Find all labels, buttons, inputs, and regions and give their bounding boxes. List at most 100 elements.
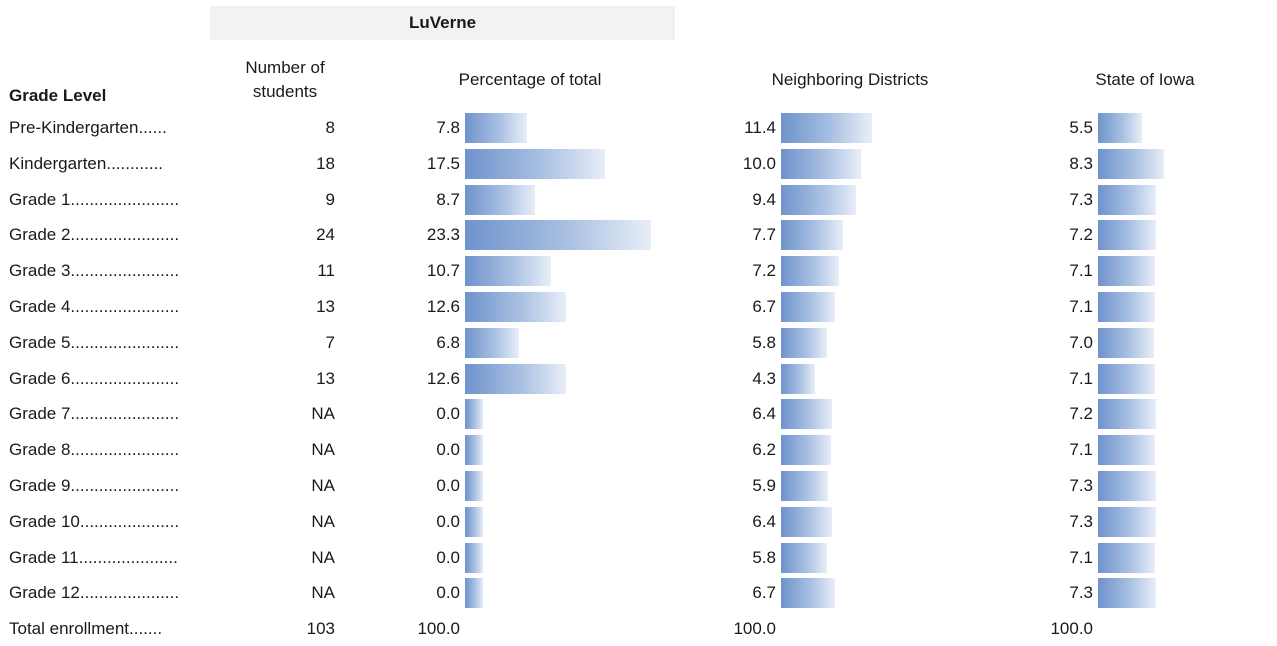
percent-value: 23.3 <box>426 225 460 245</box>
neighbor-value: 6.7 <box>752 297 776 316</box>
percent-value: 0.0 <box>436 404 460 424</box>
neighbor-value: 6.2 <box>752 440 776 460</box>
percent-bar <box>465 256 551 287</box>
neighbor-value: 7.7 <box>752 225 776 245</box>
row-label: Grade 8....................... <box>9 440 180 460</box>
row-label: Grade 2....................... <box>9 225 180 245</box>
row-label: Kindergarten............ <box>9 153 164 173</box>
row-label: Grade 5....................... <box>9 332 180 352</box>
students-value: NA <box>311 583 335 603</box>
percent-value: 0.0 <box>436 547 460 567</box>
percent-bar <box>465 399 483 430</box>
percent-value: 0.0 <box>436 440 460 460</box>
neighbor-value: 5.8 <box>752 547 776 567</box>
neighbor-bar <box>781 363 816 394</box>
state-value: 7.1 <box>1069 547 1093 567</box>
neighbor-value: 7.2 <box>752 261 776 281</box>
neighbor-value: 5.9 <box>752 476 776 495</box>
neighbor-bar <box>781 292 835 322</box>
percent-bar <box>465 471 483 501</box>
neighbor-bar <box>781 113 873 143</box>
row-label: Grade 11..................... <box>9 547 178 567</box>
total-label: Total enrollment....... <box>9 619 163 639</box>
grade-level-header: Grade Level <box>9 86 107 105</box>
neighbor-value: 6.4 <box>752 404 776 424</box>
percent-value: 12.6 <box>426 368 460 388</box>
students-value: 9 <box>325 189 335 209</box>
state-bar <box>1098 399 1156 430</box>
students-value: 8 <box>325 118 335 137</box>
neighbor-bar <box>781 256 839 287</box>
neighbor-value: 6.4 <box>752 511 776 531</box>
state-bar <box>1098 220 1156 251</box>
neighbor-bar <box>781 220 843 251</box>
state-bar <box>1098 292 1155 322</box>
state-value: 7.3 <box>1069 511 1093 531</box>
row-label: Grade 6....................... <box>9 368 180 388</box>
percent-value: 17.5 <box>426 153 460 173</box>
state-value: 7.2 <box>1069 404 1093 424</box>
state-value: 7.1 <box>1069 440 1093 460</box>
row-label: Grade 4....................... <box>9 297 180 316</box>
state-bar <box>1098 327 1154 358</box>
state-value: 7.3 <box>1069 476 1093 495</box>
state-value: 7.3 <box>1069 583 1093 603</box>
students-value: 13 <box>316 297 335 316</box>
percent-bar <box>465 435 483 466</box>
neighbor-value: 11.4 <box>744 118 776 137</box>
total-neighbor: 100.0 <box>733 619 776 639</box>
students-value: NA <box>311 440 335 460</box>
neighbor-bar <box>781 506 833 537</box>
state-bar <box>1098 542 1155 573</box>
percent-bar <box>465 578 483 609</box>
state-value: 7.2 <box>1069 225 1093 245</box>
students-value: 24 <box>316 225 335 245</box>
row-label: Grade 10..................... <box>9 511 180 531</box>
percent-bar <box>465 113 528 143</box>
percent-value: 0.0 <box>436 583 460 603</box>
state-bar <box>1098 184 1157 215</box>
state-value: 7.3 <box>1069 189 1093 209</box>
neighbor-value: 10.0 <box>742 153 776 173</box>
students-header: Number of students <box>245 58 325 101</box>
students-value: 13 <box>316 368 335 388</box>
percent-bar <box>465 220 652 251</box>
luverne-group-header: LuVerne <box>210 6 675 40</box>
students-value: NA <box>311 404 335 424</box>
percent-value: 8.7 <box>436 189 460 209</box>
state-value: 7.1 <box>1069 297 1093 316</box>
students-value: NA <box>311 511 335 531</box>
percent-value: 7.8 <box>436 118 460 137</box>
percent-bar <box>465 292 566 322</box>
neighbors-header: Neighboring Districts <box>771 70 929 89</box>
state-bar <box>1098 471 1157 501</box>
row-label: Grade 1....................... <box>9 189 180 209</box>
neighbor-bar <box>781 327 828 358</box>
total-percent: 100.0 <box>417 619 460 639</box>
neighbor-value: 5.8 <box>752 332 776 352</box>
students-value: 7 <box>325 332 335 352</box>
neighbor-bar <box>781 399 833 430</box>
neighbor-bar <box>781 435 831 466</box>
percent-bar <box>465 327 520 358</box>
percent-bar <box>465 148 605 179</box>
percent-value: 12.6 <box>426 297 460 316</box>
percent-value: 0.0 <box>436 476 460 495</box>
state-bar <box>1098 113 1142 143</box>
percent-bar <box>465 184 535 215</box>
percent-bar <box>465 506 483 537</box>
students-value: 11 <box>317 261 335 281</box>
row-label: Grade 7....................... <box>9 404 180 424</box>
row-label: Grade 12..................... <box>9 583 180 603</box>
percent-bar <box>465 542 483 573</box>
state-bar <box>1098 148 1165 179</box>
state-bar <box>1098 435 1155 466</box>
row-label: Pre-Kindergarten...... <box>9 118 167 137</box>
neighbor-bar <box>781 148 861 179</box>
state-value: 5.5 <box>1069 118 1093 137</box>
state-bar <box>1098 578 1157 609</box>
row-label: Grade 3....................... <box>9 261 180 281</box>
percent-value: 10.7 <box>426 261 460 281</box>
state-bar <box>1098 256 1155 287</box>
row-label: Grade 9....................... <box>9 476 180 495</box>
